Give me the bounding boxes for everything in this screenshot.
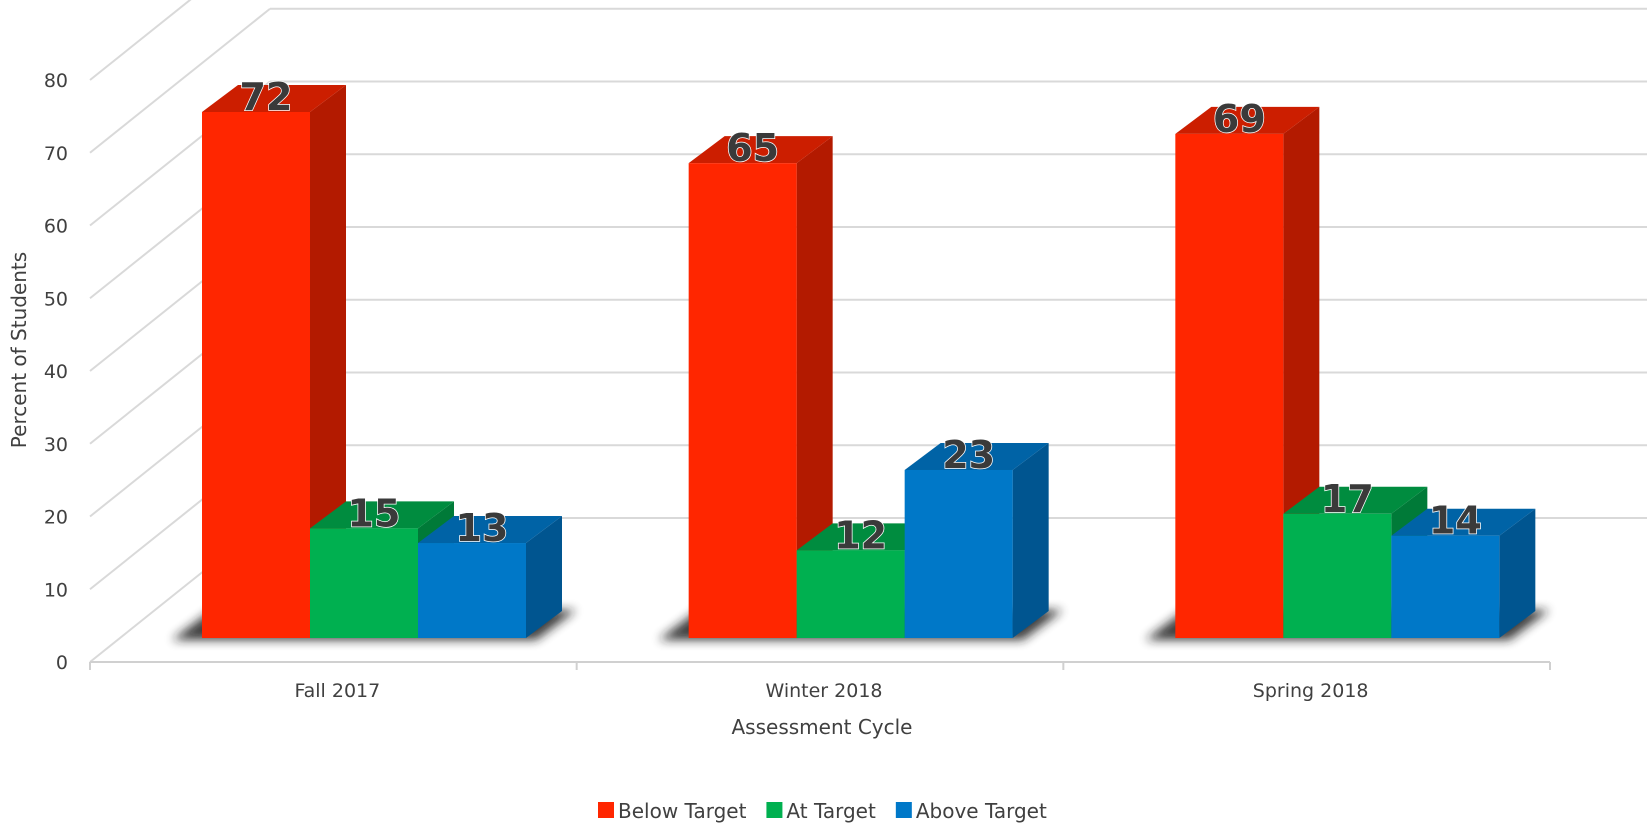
bar-front (310, 528, 418, 638)
bar-side (526, 516, 562, 638)
bar-top (1391, 508, 1536, 536)
axes (89, 661, 1551, 670)
gridline-side (89, 7, 271, 154)
y-axis-title: Percent of Students (7, 252, 31, 448)
y-tick-label: 80 (44, 70, 68, 92)
y-tick-label: 20 (44, 507, 68, 529)
y-tick-label: 60 (44, 216, 68, 238)
x-tick-label: Fall 2017 (294, 680, 380, 702)
legend: Below Target At Target Above Target (598, 799, 1047, 823)
data-label: 23 (942, 433, 995, 477)
data-label: 12 (834, 513, 887, 557)
data-label: 69 (1213, 97, 1266, 141)
y-tick-label: 0 (56, 652, 68, 674)
bar-front (1391, 535, 1500, 638)
bar (310, 501, 454, 638)
bar (418, 516, 562, 638)
bar-front (418, 543, 526, 638)
data-label: 65 (726, 126, 779, 170)
bar-front (1175, 133, 1284, 638)
bar-side (796, 136, 833, 638)
data-label: 72 (240, 75, 293, 119)
bar-side (310, 85, 346, 638)
legend-label: Above Target (916, 799, 1047, 823)
bar-top (202, 85, 346, 112)
legend-swatch (766, 802, 783, 818)
bar (202, 85, 346, 638)
gridline-side (89, 0, 192, 81)
bar-front (1283, 513, 1392, 638)
bar-top (310, 501, 454, 529)
data-label: 17 (1321, 477, 1374, 521)
bar-top (418, 516, 562, 544)
bar-front (904, 469, 1013, 638)
y-tick-label: 70 (44, 143, 68, 165)
legend-label: At Target (786, 799, 876, 823)
x-tick-label: Winter 2018 (765, 680, 882, 702)
data-label: 15 (348, 491, 401, 535)
bar-top (1175, 106, 1320, 134)
bar-top (904, 442, 1049, 470)
bar (688, 136, 833, 638)
y-tick-label: 40 (44, 361, 68, 383)
x-axis-title: Assessment Cycle (732, 715, 913, 739)
bar (904, 442, 1049, 638)
data-label: 13 (456, 506, 509, 550)
bar-front (202, 112, 310, 638)
legend-item: At Target (766, 799, 876, 823)
bar-top (1283, 486, 1428, 514)
bar-side (1499, 508, 1536, 638)
y-tick-label: 50 (44, 288, 68, 310)
legend-item: Below Target (598, 799, 747, 823)
legend-swatch (598, 802, 614, 818)
y-tick-label: 10 (44, 579, 68, 601)
data-label: 14 (1429, 499, 1482, 543)
bar-front (688, 163, 797, 638)
tick-labels: 0 10 20 30 40 50 60 70 80 Fall 2017 Winter 2018 Spr… (44, 70, 1369, 702)
data-labels: 72 15 13 65 12 23 69 17 14 (239, 74, 1483, 558)
bar-side (1012, 442, 1049, 638)
bar-top (688, 136, 833, 164)
legend-swatch (895, 802, 912, 818)
x-tick-label: Spring 2018 (1253, 680, 1369, 702)
y-tick-label: 30 (44, 434, 68, 456)
gridlines (89, 0, 1647, 663)
bar (1391, 508, 1536, 638)
legend-label: Below Target (618, 799, 747, 823)
legend-item: Above Target (895, 799, 1047, 823)
bars (202, 85, 1536, 638)
bar-front (796, 550, 905, 638)
